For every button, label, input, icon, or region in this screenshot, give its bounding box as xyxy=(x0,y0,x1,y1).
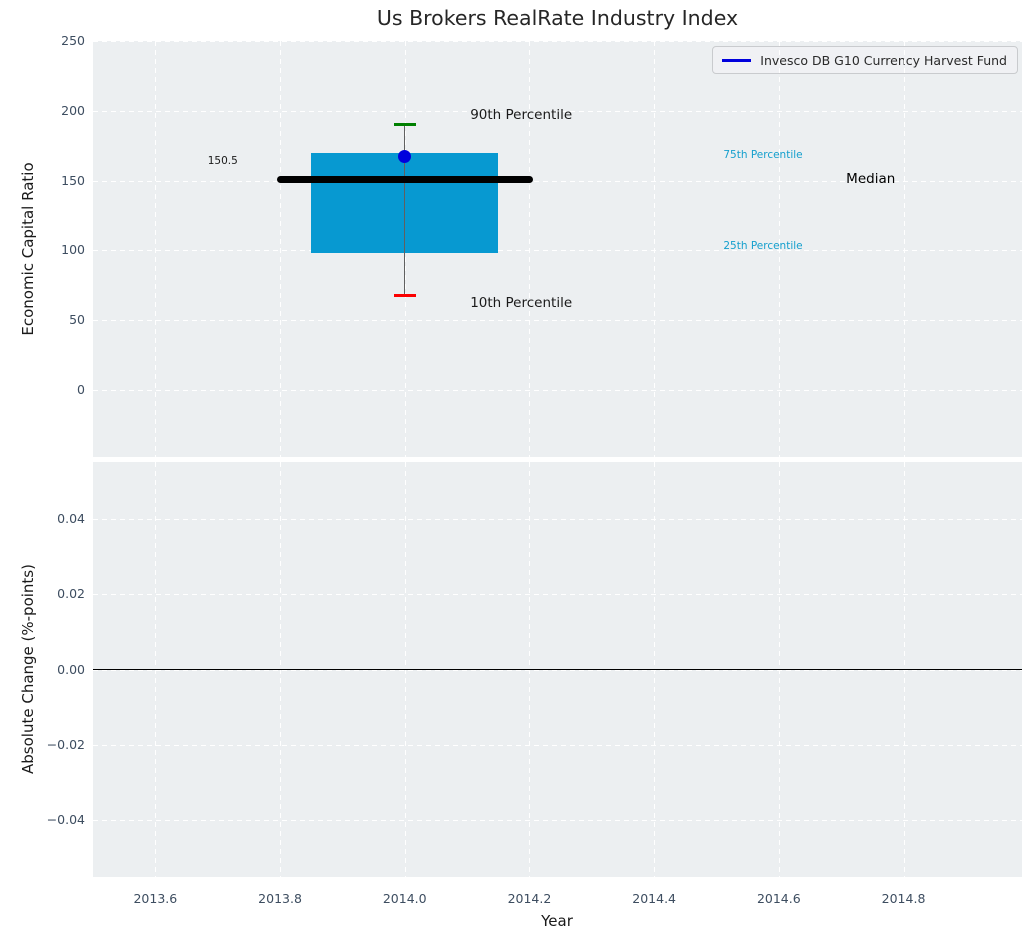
y-tick-label: 250 xyxy=(61,33,85,48)
gridline-horizontal xyxy=(93,518,1022,520)
x-axis-label: Year xyxy=(541,912,573,930)
annotation-90th-percentile: 90th Percentile xyxy=(470,106,573,123)
y-tick-label: 150 xyxy=(61,172,85,188)
annotation-150-5: 150.5 xyxy=(207,155,238,168)
annotation-75th-percentile: 75th Percentile xyxy=(723,149,803,162)
y-axis-label-bottom: Absolute Change (%-points) xyxy=(19,564,37,774)
gridline-vertical xyxy=(654,41,656,457)
y-tick-label: 0.02 xyxy=(57,586,85,602)
annotation-10th-percentile: 10th Percentile xyxy=(470,295,573,312)
gridline-horizontal xyxy=(93,320,1022,322)
gridline-horizontal xyxy=(93,41,1022,42)
gridline-horizontal xyxy=(93,180,1022,182)
gridline-horizontal xyxy=(93,110,1022,112)
x-tick-label: 2014.8 xyxy=(881,891,926,906)
gridline-horizontal xyxy=(93,744,1022,746)
legend-line-sample xyxy=(722,58,752,62)
y-tick-label: 100 xyxy=(61,242,85,258)
y-tick-label: 50 xyxy=(69,312,85,328)
zero-line xyxy=(93,668,1022,671)
chart-title: Us Brokers RealRate Industry Index xyxy=(376,6,739,30)
p10-cap xyxy=(393,293,416,297)
median-line xyxy=(276,176,533,184)
legend: Invesco DB G10 Currency Harvest Fund xyxy=(712,46,1018,74)
y-axis-label-top: Economic Capital Ratio xyxy=(19,162,37,336)
gridline-vertical xyxy=(529,41,531,457)
gridline-vertical xyxy=(155,41,157,457)
gridline-horizontal xyxy=(93,594,1022,596)
x-tick-label: 2013.6 xyxy=(133,891,178,906)
x-tick-label: 2014.2 xyxy=(507,891,552,906)
y-tick-label: 200 xyxy=(61,102,85,118)
gridline-horizontal xyxy=(93,820,1022,822)
y-tick-label: −0.02 xyxy=(46,736,85,752)
x-tick-label: 2014.0 xyxy=(382,891,427,906)
gridline-horizontal xyxy=(93,250,1022,252)
y-tick-label: 0.00 xyxy=(57,661,85,677)
gridline-vertical xyxy=(778,41,780,457)
top-axes xyxy=(93,41,1022,457)
gridline-vertical xyxy=(280,41,282,457)
x-tick-label: 2013.8 xyxy=(258,891,302,906)
gridline-vertical xyxy=(903,41,905,457)
y-tick-label: 0.04 xyxy=(57,510,85,526)
x-tick-label: 2014.4 xyxy=(632,891,677,906)
fund-point xyxy=(398,150,412,164)
annotation-25th-percentile: 25th Percentile xyxy=(723,239,803,252)
whisker-line xyxy=(403,124,406,296)
p90-cap xyxy=(393,123,416,127)
y-tick-label: −0.04 xyxy=(46,812,85,828)
y-tick-label: 0 xyxy=(77,381,85,397)
x-tick-label: 2014.6 xyxy=(756,891,801,906)
annotation-median: Median xyxy=(846,170,896,187)
legend-label: Invesco DB G10 Currency Harvest Fund xyxy=(760,52,1007,68)
gridline-horizontal xyxy=(93,389,1022,391)
